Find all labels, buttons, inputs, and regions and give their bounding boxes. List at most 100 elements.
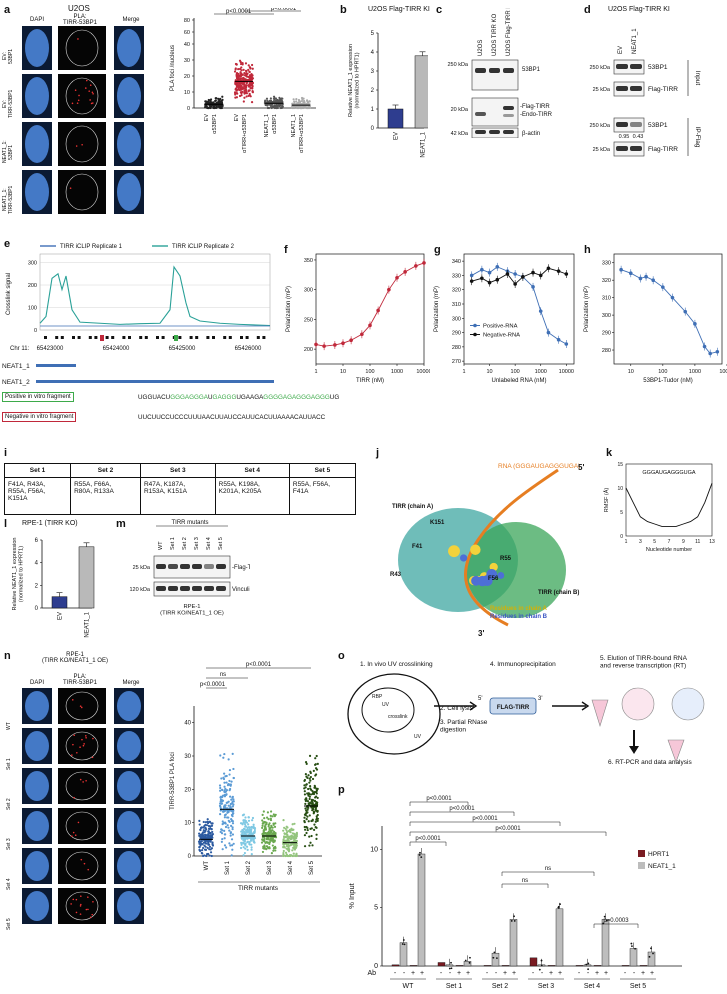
data-point: [261, 822, 264, 825]
bar-hprt1: [437, 962, 446, 967]
track-label: NEAT1_2: [2, 379, 30, 386]
panel-e-fragments: Positive in vitro fragment UGGUACUGGGAGG…: [2, 392, 339, 446]
marker-label: 120 kDa: [130, 587, 151, 593]
x-tick-label: 1: [625, 539, 628, 545]
data-point: [469, 279, 474, 283]
data-point: [273, 830, 276, 833]
iclip-site: [240, 336, 243, 339]
data-point: [272, 97, 276, 100]
residue-label: R55: [500, 556, 512, 562]
replicate-point: [648, 955, 651, 958]
series-replicate-2: [39, 265, 271, 327]
legend-label: TIRR iCLIP Replicate 2: [172, 244, 235, 250]
bar-hprt1: [547, 965, 556, 967]
data-point: [251, 91, 254, 94]
data-point: [231, 848, 234, 851]
data-point: [239, 72, 242, 76]
rt-zoom: [671, 687, 705, 721]
row-label: NEAT1_1: 53BP1: [2, 140, 14, 164]
data-point: [531, 285, 535, 289]
data-point: [221, 837, 224, 841]
iclip-site: [228, 336, 232, 339]
table-header: Set 5: [288, 463, 357, 478]
nucleus-outline: [65, 173, 99, 211]
data-point: [207, 98, 210, 102]
y-axis-label: Relative NEAT1_1 expression(normalized t…: [348, 44, 360, 117]
data-point: [234, 93, 237, 96]
data-point: [270, 831, 273, 834]
iclip-site: [223, 336, 227, 339]
ab-sign: -: [449, 970, 452, 977]
bar-hprt1: [575, 965, 584, 967]
replicate-point: [587, 962, 590, 965]
data-point: [269, 810, 273, 813]
data-point: [546, 266, 551, 271]
data-point: [249, 829, 252, 833]
data-point: [403, 270, 407, 274]
ab-sign: +: [558, 970, 562, 977]
data-point: [556, 269, 561, 273]
data-point: [204, 827, 207, 830]
data-point: [288, 836, 291, 840]
panel-a-col-dapi: DAPI: [29, 17, 44, 23]
y-tick-label: 6: [35, 538, 39, 544]
panel-h-chart: 10 100 1000 10000 280 290 300 310 320 330 53BP1-Tu…: [584, 253, 727, 384]
data-point: [234, 79, 237, 82]
data-point: [270, 852, 273, 855]
data-point: [315, 795, 318, 798]
table-header: Set 3: [139, 463, 216, 478]
data-point: [245, 821, 249, 824]
x-axis-label: TIRR mutants: [238, 885, 279, 892]
y-tick-label: 330: [602, 261, 611, 267]
data-point: [205, 854, 208, 858]
data-point: [202, 829, 205, 832]
data-point: [270, 839, 274, 842]
data-point: [303, 834, 307, 837]
y-tick-label: 20: [184, 787, 191, 793]
legend-chain-b: Residues in chain B: [490, 614, 548, 620]
iclip-site: [128, 336, 131, 339]
data-point: [223, 789, 226, 792]
pla-focus: [75, 911, 78, 914]
y-tick-label: 340: [452, 259, 461, 265]
data-point: [315, 817, 319, 820]
y-axis-label: Relative NEAT1_1 expression(normalized t…: [12, 538, 24, 611]
data-point: [683, 309, 688, 314]
nucleus-outline: [65, 891, 99, 921]
ab-sign: +: [604, 970, 608, 977]
data-point: [207, 840, 210, 843]
legend-chain-a: Residues in chain A: [490, 606, 547, 612]
data-point: [309, 841, 312, 844]
data-point: [293, 848, 296, 851]
data-point: [269, 97, 272, 100]
data-point: [314, 342, 318, 347]
y-tick-label: 0: [187, 106, 190, 112]
iclip-site: [189, 336, 193, 339]
pla-focus: [89, 84, 92, 86]
data-point: [303, 813, 307, 816]
data-point: [239, 62, 243, 66]
data-point: [286, 833, 289, 836]
cell-outline: [347, 673, 441, 755]
data-point: [244, 84, 247, 87]
blot-band: [630, 64, 642, 69]
data-point: [306, 828, 309, 832]
replicate-point: [448, 967, 451, 970]
blot-band: [192, 564, 202, 569]
data-point: [264, 831, 267, 835]
x-tick-label: 65425000: [169, 346, 196, 352]
ab-sign: +: [549, 970, 553, 977]
data-point: [243, 851, 247, 855]
data-point: [314, 763, 317, 766]
residue: [486, 568, 498, 580]
y-tick-label: 280: [452, 345, 461, 351]
pla-focus: [81, 143, 83, 146]
category-label: Set 3: [267, 860, 273, 875]
x-axis-label: Unlabeled RNA (nM): [491, 378, 546, 384]
data-point: [219, 754, 222, 757]
data-point: [206, 106, 209, 110]
data-point: [546, 330, 551, 335]
data-point: [271, 826, 274, 829]
panel-o-workflow: 1. In vivo UV crosslinking 2. Cell lysis 3…: [347, 655, 705, 766]
data-point: [247, 819, 251, 822]
